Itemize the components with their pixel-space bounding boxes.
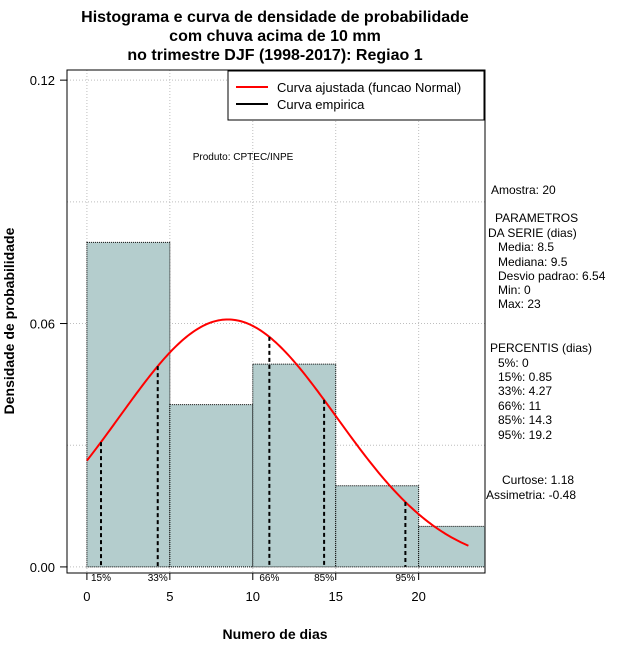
percentile-label-0: 15% — [91, 573, 111, 584]
stat-p66: 66%: 11 — [498, 399, 541, 413]
legend-label-empirical: Curva empirica — [277, 97, 365, 112]
x-axis: 0 5 10 15 20 — [83, 572, 426, 604]
stats-panel: Amostra: 20 PARAMETROS DA SERIE (dias) M… — [486, 183, 606, 502]
chart-title-line-2: com chuva acima de 10 mm — [169, 28, 381, 45]
percentile-label-4: 95% — [395, 573, 415, 584]
stat-min: Min: 0 — [498, 283, 531, 297]
product-label: Produto: CPTEC/INPE — [193, 152, 294, 163]
stat-media: Media: 8.5 — [498, 240, 554, 254]
stat-assimetria: Assimetria: -0.48 — [486, 488, 576, 502]
stat-mediana: Mediana: 9.5 — [498, 255, 568, 269]
stat-p85: 85%: 14.3 — [498, 413, 552, 427]
stat-param-header-2: DA SERIE (dias) — [488, 226, 577, 240]
percentile-label-3: 85% — [314, 573, 334, 584]
y-tick-label-1: 0.06 — [30, 317, 55, 332]
legend-label-normal: Curva ajustada (funcao Normal) — [277, 80, 461, 95]
stat-max: Max: 23 — [498, 297, 541, 311]
y-axis-label: Densidade de probabilidade — [1, 227, 17, 414]
curve-layer — [86, 318, 469, 547]
stat-p33: 33%: 4.27 — [498, 384, 552, 398]
x-tick-label-0: 0 — [83, 589, 90, 604]
stat-desvio: Desvio padrao: 6.54 — [498, 269, 606, 283]
stat-p5: 5%: 0 — [498, 356, 529, 370]
legend-box — [227, 70, 485, 121]
chart-title-line-3: no trimestre DJF (1998-2017): Regiao 1 — [127, 47, 422, 64]
stat-amostra: Amostra: 20 — [491, 183, 556, 197]
x-tick-label-1: 5 — [166, 589, 173, 604]
stat-curtose: Curtose: 1.18 — [502, 473, 574, 487]
bars-layer — [86, 241, 486, 568]
y-tick-label-0: 0.00 — [30, 560, 55, 575]
stat-percentis-header: PERCENTIS (dias) — [490, 341, 592, 355]
y-axis: 0.00 0.06 0.12 — [30, 73, 68, 575]
histogram-bar-1 — [169, 404, 254, 568]
normal-fit-curve — [86, 318, 469, 547]
x-axis-label: Numero de dias — [222, 626, 327, 642]
histogram-bar-4 — [418, 525, 486, 568]
stat-p15: 15%: 0.85 — [498, 370, 552, 384]
percentile-layer: 15% 33% 66% 85% 95% — [91, 336, 415, 584]
percentile-label-1: 33% — [148, 573, 168, 584]
legend: Curva ajustada (funcao Normal) Curva emp… — [227, 70, 485, 121]
stat-p95: 95%: 19.2 — [498, 428, 552, 442]
chart-title-line-1: Histograma e curva de densidade de proba… — [81, 9, 469, 26]
percentile-label-2: 66% — [259, 573, 279, 584]
x-tick-label-4: 20 — [411, 589, 425, 604]
stat-param-header-1: PARAMETROS — [495, 211, 578, 225]
x-tick-label-2: 10 — [246, 589, 260, 604]
x-tick-label-3: 15 — [328, 589, 342, 604]
y-tick-label-2: 0.12 — [30, 73, 55, 88]
